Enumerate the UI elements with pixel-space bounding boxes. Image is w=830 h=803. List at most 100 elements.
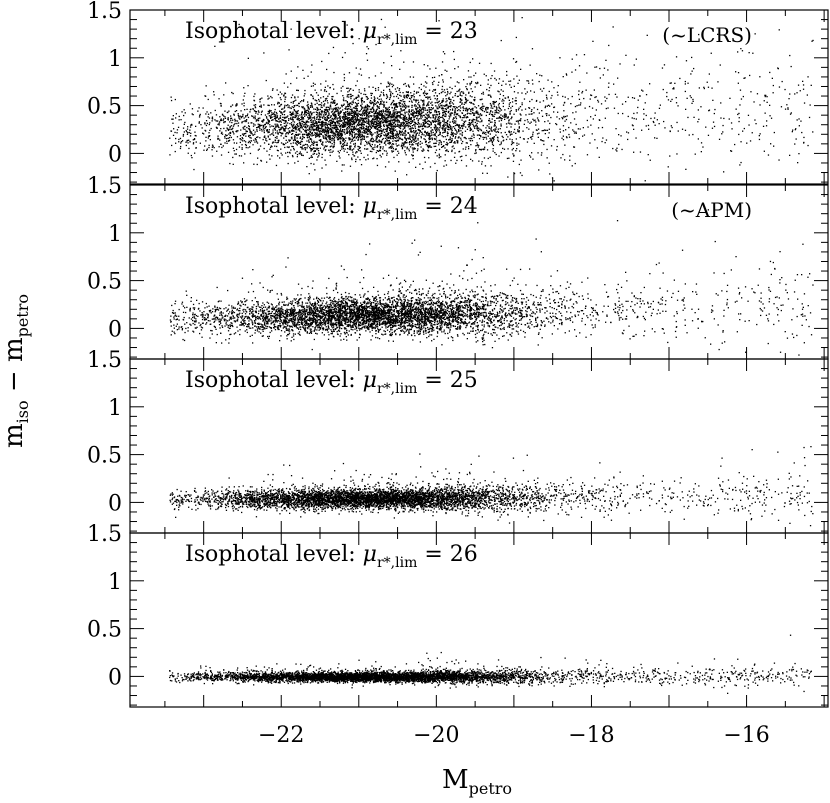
data-point [340,138,342,140]
data-point [204,123,206,125]
data-point [233,114,235,116]
data-point [458,109,460,111]
data-point [296,156,298,158]
data-point [625,101,627,103]
data-point [348,108,350,110]
data-point [222,145,224,147]
data-point [312,121,314,123]
data-point [700,142,703,144]
data-point [339,133,341,135]
data-point [281,154,283,156]
data-point [470,110,472,112]
data-point [288,146,290,149]
data-point [336,130,338,133]
data-point [424,109,427,111]
data-point [379,130,381,132]
data-point [250,132,252,134]
data-point [399,101,401,104]
data-point [470,144,472,146]
data-point [330,149,332,151]
data-point [291,154,294,157]
data-point [398,102,400,104]
data-point [343,103,345,105]
data-point [310,121,313,123]
data-point [184,121,186,124]
data-point [343,115,345,118]
data-point [297,140,299,142]
data-point [574,162,576,165]
data-point [297,115,300,117]
data-point [223,127,225,130]
data-point [541,75,543,77]
data-point [274,136,277,139]
data-point [326,139,328,141]
data-point [270,95,272,98]
data-point [290,96,293,99]
data-point [233,113,235,115]
data-point [443,124,445,126]
data-point [343,79,345,82]
data-point [332,95,334,98]
data-point [332,112,334,114]
data-point [362,125,364,128]
data-point [261,110,263,112]
data-point [455,162,457,164]
data-point [802,80,804,82]
data-point [255,112,257,114]
data-point [285,152,287,154]
data-point [292,133,294,135]
data-point [171,118,173,120]
data-point [349,131,352,133]
data-point [372,106,374,108]
data-point [254,107,257,109]
data-point [357,133,360,135]
data-point [319,127,321,130]
data-point [272,119,274,121]
data-point [225,135,227,137]
data-point [443,141,445,143]
data-point [436,99,438,101]
data-point [256,136,258,139]
data-point [405,154,407,156]
data-point [316,129,318,132]
data-point [531,138,533,140]
data-point [454,94,456,97]
data-point [369,115,371,117]
data-point [475,149,477,151]
data-point [218,124,220,126]
data-point [345,125,347,127]
data-point [702,146,704,148]
data-point [469,95,471,97]
data-point [464,137,467,139]
data-point [308,121,310,123]
data-point [318,116,321,118]
data-point [304,133,306,136]
data-point [267,98,269,100]
data-point [321,121,323,123]
data-point [472,109,474,111]
data-point [311,106,314,108]
data-point [427,98,429,100]
data-point [379,103,381,106]
data-point [325,98,327,100]
data-point [369,120,371,122]
data-point [334,107,336,110]
data-point [470,158,472,160]
data-point [394,107,396,109]
data-point [536,73,538,75]
data-point [344,148,346,150]
data-point [612,26,614,28]
data-point [329,105,331,107]
data-point [241,148,243,150]
data-point [446,88,448,90]
data-point [355,67,357,69]
data-point [458,82,460,84]
data-point [359,150,362,152]
data-point [272,134,275,136]
data-point [348,105,351,107]
data-point [386,152,388,154]
data-point [406,97,408,99]
data-point [324,130,326,132]
data-point [513,142,515,144]
